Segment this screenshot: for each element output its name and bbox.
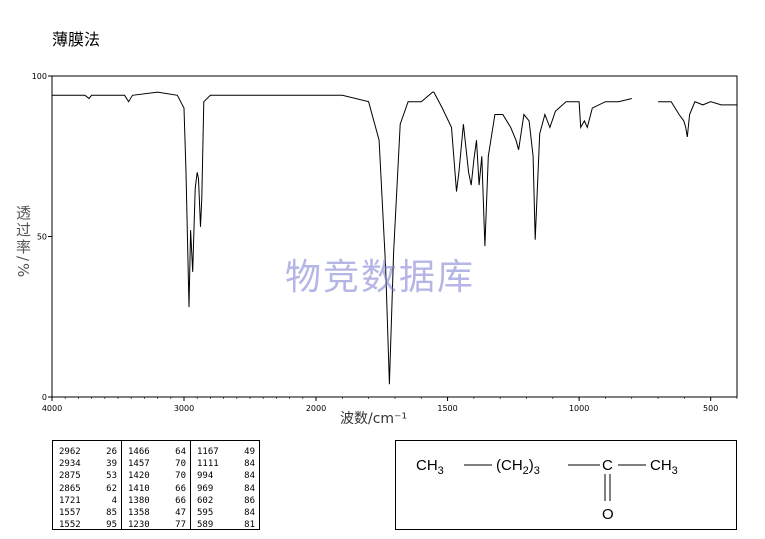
peak-transmittance: 64 (175, 447, 186, 457)
peak-transmittance: 84 (244, 508, 255, 519)
x-tick-label: 1000 (569, 404, 589, 413)
peak-wavenumber: 1358 (128, 508, 150, 519)
peak-row: 595 84 (197, 507, 255, 519)
peak-transmittance: 86 (244, 495, 255, 506)
ch3-right-label: CH3 (650, 457, 678, 477)
peak-row: 1380 66 (128, 495, 186, 507)
oxygen-label: O (602, 506, 614, 523)
peak-row: 2875 53 (59, 470, 117, 482)
x-tick-label: 500 (703, 404, 718, 413)
peak-transmittance: 95 (106, 520, 117, 531)
peak-transmittance: 53 (106, 471, 117, 482)
peak-transmittance: 49 (244, 447, 255, 457)
peak-wavenumber: 1721 (59, 495, 81, 506)
peak-row: 602 86 (197, 495, 255, 507)
peak-transmittance: 84 (244, 459, 255, 470)
peak-wavenumber: 1230 (128, 520, 150, 531)
spectrum-series-group (52, 91, 737, 385)
peak-table: 2962 26 2934 39 2875 53 2865 62 1721 4 1557 85 1552 9… (52, 440, 260, 530)
spectrum-series-line (658, 101, 737, 138)
peak-wavenumber: 2865 (59, 483, 81, 494)
peak-wavenumber: 1410 (128, 483, 150, 494)
peak-wavenumber: 1420 (128, 471, 150, 482)
peak-row: 589 81 (197, 519, 255, 531)
peak-row: 1358 47 (128, 507, 186, 519)
ch3-left-label: CH3 (416, 457, 444, 477)
peak-wavenumber: 2962 (59, 447, 81, 457)
x-tick-label: 4000 (42, 404, 62, 413)
peak-transmittance: 85 (106, 508, 117, 519)
peak-wavenumber: 602 (197, 495, 214, 506)
peak-row: 1466 64 (128, 446, 186, 458)
y-axis-label: 透过率/% (14, 205, 32, 280)
peak-row: 1420 70 (128, 470, 186, 482)
y-tick-label: 0 (42, 393, 47, 402)
x-tick-label: 2000 (306, 404, 326, 413)
peak-row: 1552 95 (59, 519, 117, 531)
peak-transmittance: 70 (175, 459, 186, 470)
peak-transmittance: 66 (175, 483, 186, 494)
axes: 4000 3000 2000 1500 1000 500 0 50 100 (32, 72, 738, 413)
peak-transmittance: 47 (175, 508, 186, 519)
peak-table-column: 1167 49 1111 84 994 84 969 84 602 86 595 84 589 81 (191, 441, 259, 531)
peak-wavenumber: 1111 (197, 459, 219, 470)
peak-row: 1557 85 (59, 507, 117, 519)
peak-wavenumber: 1557 (59, 508, 81, 519)
peak-row: 2934 39 (59, 458, 117, 470)
peak-wavenumber: 1552 (59, 520, 81, 531)
peak-transmittance: 66 (175, 495, 186, 506)
peak-wavenumber: 595 (197, 508, 214, 519)
carbonyl-carbon-label: C (602, 457, 613, 474)
sampling-method-label: 薄膜法 (52, 30, 101, 49)
peak-transmittance: 84 (244, 483, 255, 494)
peak-row: 1721 4 (59, 495, 117, 507)
peak-transmittance: 26 (106, 447, 117, 457)
structure-box: CH3 (CH2)3 C CH3 O (395, 440, 737, 530)
ch2-group-label: (CH2)3 (496, 457, 540, 477)
peak-wavenumber: 969 (197, 483, 214, 494)
peak-table-column: 2962 26 2934 39 2875 53 2865 62 1721 4 1557 85 1552 9… (53, 441, 122, 531)
peak-row: 1410 66 (128, 483, 186, 495)
peak-row: 1167 49 (197, 446, 255, 458)
peak-table-column: 1466 64 1457 70 1420 70 1410 66 1380 66 1358 47 1230… (122, 441, 191, 531)
peak-wavenumber: 2875 (59, 471, 81, 482)
peak-row: 994 84 (197, 470, 255, 482)
x-tick-label: 3000 (174, 404, 194, 413)
peak-wavenumber: 1380 (128, 495, 150, 506)
x-tick-label: 1500 (437, 404, 457, 413)
peak-transmittance: 70 (175, 471, 186, 482)
peak-transmittance: 62 (106, 483, 117, 494)
peak-row: 969 84 (197, 483, 255, 495)
y-tick-label: 100 (32, 72, 47, 81)
peak-wavenumber: 2934 (59, 459, 81, 470)
peak-wavenumber: 1466 (128, 447, 150, 457)
peak-transmittance: 77 (175, 520, 186, 531)
ir-spectrum-chart: 4000 3000 2000 1500 1000 500 0 50 100 (32, 72, 738, 413)
peak-wavenumber: 1167 (197, 447, 219, 457)
chemical-structure: CH3 (CH2)3 C CH3 O (416, 457, 678, 523)
peak-row: 1111 84 (197, 458, 255, 470)
peak-transmittance: 84 (244, 471, 255, 482)
peak-wavenumber: 589 (197, 520, 214, 531)
peak-wavenumber: 1457 (128, 459, 150, 470)
peak-row: 2865 62 (59, 483, 117, 495)
peak-transmittance: 39 (106, 459, 117, 470)
y-tick-label: 50 (37, 233, 47, 242)
peak-row: 1457 70 (128, 458, 186, 470)
x-axis-label: 波数/cm⁻¹ (340, 411, 408, 427)
peak-transmittance: 81 (244, 520, 255, 531)
peak-transmittance: 4 (111, 495, 117, 506)
watermark: 物竞数据库 (285, 257, 476, 298)
peak-wavenumber: 994 (197, 471, 214, 482)
spectrum-series-line (52, 91, 632, 385)
peak-row: 2962 26 (59, 446, 117, 458)
peak-row: 1230 77 (128, 519, 186, 531)
